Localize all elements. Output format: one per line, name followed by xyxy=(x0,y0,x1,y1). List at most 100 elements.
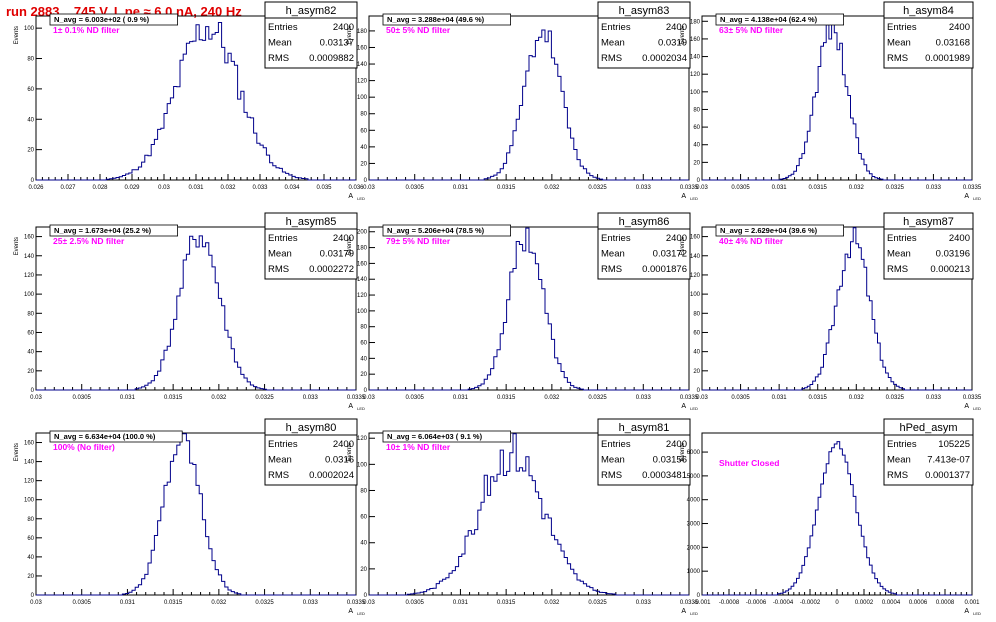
y-axis-label: Events xyxy=(680,443,686,461)
x-axis-label-subscript: LED xyxy=(690,196,698,201)
stats-label-mean: Mean xyxy=(601,249,625,260)
histogram-panel-hPed_asym: -0.001 -0.0008 -0.0006 -0.0004 -0.0002 0 0.000… xyxy=(680,418,981,616)
stats-label-rms: RMS xyxy=(268,470,289,481)
stats-label-mean: Mean xyxy=(887,38,911,49)
stats-box-title: h_asym80 xyxy=(286,422,337,434)
x-tick-label: 0.026 xyxy=(28,185,44,191)
x-tick-label: 0.0008 xyxy=(936,600,955,606)
y-tick-label: 20 xyxy=(360,161,367,167)
stats-value-rms: 0.0003481 xyxy=(642,470,687,481)
y-tick-label: 20 xyxy=(27,574,34,580)
x-axis-label: A xyxy=(348,403,353,410)
navg-text: N_avg = 4.138e+04 (62.4 %) xyxy=(720,15,818,24)
stats-value-entries: 2400 xyxy=(333,233,354,244)
navg-text: N_avg = 3.288e+04 (49.6 %) xyxy=(387,15,485,24)
x-tick-label: 0.03 xyxy=(30,600,42,606)
x-tick-label: 0.033 xyxy=(636,185,652,191)
stats-label-rms: RMS xyxy=(601,470,622,481)
y-tick-label: 160 xyxy=(690,37,701,43)
x-tick-label: 0.0335 xyxy=(963,395,982,401)
y-axis-label: Events xyxy=(14,443,20,461)
y-tick-label: 180 xyxy=(690,19,701,25)
stats-label-rms: RMS xyxy=(601,53,622,64)
y-tick-label: 60 xyxy=(360,515,367,521)
y-axis-label: Events xyxy=(347,237,353,255)
stats-label-entries: Entries xyxy=(268,22,298,33)
x-tick-label: 0.0315 xyxy=(164,600,183,606)
y-tick-label: 0 xyxy=(364,388,368,394)
y-tick-label: 20 xyxy=(360,372,367,378)
y-tick-label: 160 xyxy=(24,235,35,241)
y-tick-label: 80 xyxy=(360,112,367,118)
x-tick-label: 0.032 xyxy=(211,600,227,606)
histogram-panel-h_asym86: 0.03 0.0305 0.031 0.0315 0.032 0.0325 0.033 0.0… xyxy=(347,212,699,411)
x-tick-label: 0.0325 xyxy=(255,395,274,401)
y-tick-label: 80 xyxy=(693,311,700,317)
navg-text: N_avg = 6.064e+03 ( 9.1 %) xyxy=(387,432,483,441)
y-tick-label: 0 xyxy=(31,593,35,599)
x-axis-label: A xyxy=(964,193,969,200)
filter-note: 1± 0.1% ND filter xyxy=(53,25,120,35)
y-tick-label: 100 xyxy=(24,292,35,298)
stats-box-title: h_asym81 xyxy=(619,422,670,434)
histogram-panel-h_asym83: 0.03 0.0305 0.031 0.0315 0.032 0.0325 0.033 0.0… xyxy=(347,1,699,201)
stats-value-rms: 0.0001876 xyxy=(642,264,687,275)
y-tick-label: 0 xyxy=(31,388,35,394)
y-tick-label: 60 xyxy=(27,87,34,93)
stats-box-title: h_asym85 xyxy=(286,216,337,228)
x-tick-label: -0.0006 xyxy=(746,600,767,606)
y-tick-label: 140 xyxy=(24,254,35,260)
histogram-line xyxy=(369,227,689,391)
stats-value-entries: 2400 xyxy=(333,22,354,33)
histogram-panel-h_asym80: 0.03 0.0305 0.031 0.0315 0.032 0.0325 0.033 0.0… xyxy=(14,418,366,616)
x-tick-label: 0.0335 xyxy=(963,185,982,191)
stats-label-entries: Entries xyxy=(887,439,917,450)
stats-label-mean: Mean xyxy=(268,249,292,260)
navg-box xyxy=(382,224,511,237)
histogram-panel-h_asym87: 0.03 0.0305 0.031 0.0315 0.032 0.0325 0.033 0.0… xyxy=(680,212,982,411)
stats-box-title: h_asym84 xyxy=(903,5,954,17)
x-tick-label: 0.0325 xyxy=(588,395,607,401)
stats-label-mean: Mean xyxy=(601,38,625,49)
y-tick-label: 140 xyxy=(690,254,701,260)
x-tick-label: 0.029 xyxy=(124,185,140,191)
y-tick-label: 120 xyxy=(690,273,701,279)
x-tick-label: -0.0002 xyxy=(800,600,821,606)
x-tick-label: 0.0315 xyxy=(164,395,183,401)
stats-box xyxy=(883,1,974,69)
x-tick-label: 0.0325 xyxy=(588,185,607,191)
filter-note: Shutter Closed xyxy=(719,458,779,468)
y-tick-label: 4000 xyxy=(687,498,701,504)
y-tick-label: 120 xyxy=(357,293,368,299)
plot-frame xyxy=(35,432,357,596)
stats-label-entries: Entries xyxy=(887,233,917,244)
x-tick-label: 0.0305 xyxy=(73,600,92,606)
stats-box-title: h_asym87 xyxy=(903,216,954,228)
y-tick-label: 140 xyxy=(24,460,35,466)
x-tick-label: 0.0305 xyxy=(73,395,92,401)
y-axis-label: Events xyxy=(14,237,20,255)
x-tick-label: 0.0006 xyxy=(909,600,928,606)
x-tick-label: 0.033 xyxy=(926,185,942,191)
y-tick-label: 60 xyxy=(360,128,367,134)
filter-note: 63± 5% ND filter xyxy=(719,25,784,35)
x-tick-label: 0.0002 xyxy=(855,600,874,606)
x-tick-label: 0.033 xyxy=(303,600,319,606)
x-tick-label: 0.03 xyxy=(30,395,42,401)
x-tick-label: 0.0325 xyxy=(886,395,905,401)
x-tick-label: 0.031 xyxy=(453,395,469,401)
filter-note: 10± 1% ND filter xyxy=(386,442,451,452)
stats-label-mean: Mean xyxy=(601,455,625,466)
stats-box xyxy=(883,212,974,280)
histogram-line xyxy=(36,22,356,181)
y-tick-label: 1000 xyxy=(687,569,701,575)
histogram-line xyxy=(36,433,356,596)
stats-box-title: h_asym82 xyxy=(286,5,337,17)
y-tick-label: 80 xyxy=(27,517,34,523)
stats-label-entries: Entries xyxy=(887,22,917,33)
stats-value-mean: 0.03168 xyxy=(936,38,970,49)
y-tick-label: 140 xyxy=(357,62,368,68)
x-axis-label-subscript: LED xyxy=(973,196,981,201)
x-tick-label: 0.032 xyxy=(849,395,865,401)
x-tick-label: 0.0325 xyxy=(886,185,905,191)
